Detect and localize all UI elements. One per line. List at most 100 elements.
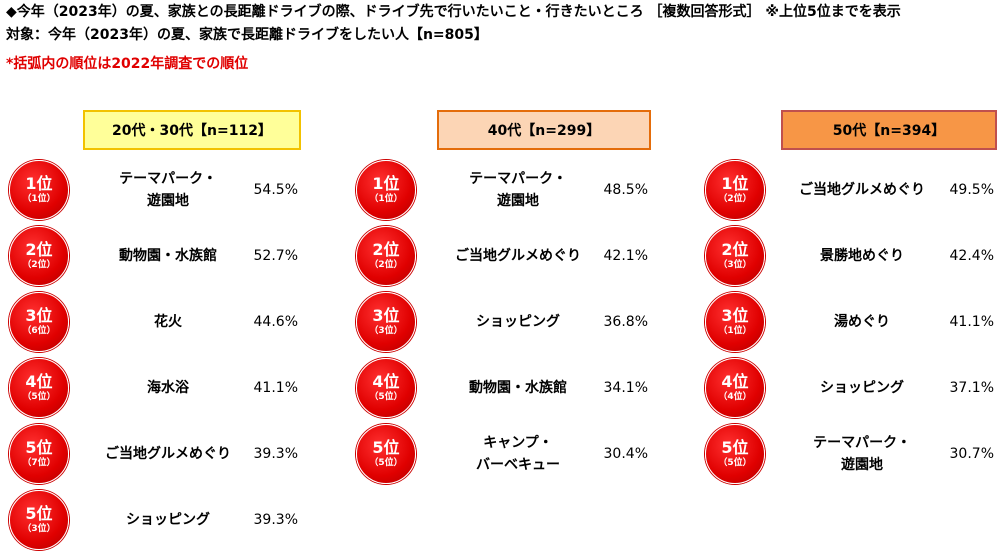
rank: 3位 — [25, 306, 53, 325]
item-name-line: 遊園地 — [147, 193, 189, 209]
item-name-line: 湯めぐり — [834, 314, 890, 330]
rank-badge: 5位 （3位） — [9, 490, 69, 550]
rank-badge: 5位 （5位） — [356, 424, 416, 484]
header-line: ◆今年（2023年）の夏、家族との長距離ドライブの際、ドライブ先で行いたいこと・… — [6, 4, 901, 20]
item-name-line: ご当地グルメめぐり — [105, 446, 231, 462]
item-name-line: ご当地グルメめぐり — [455, 248, 581, 264]
percentage: 48.5% — [603, 182, 648, 198]
item-name: テーマパーク・ 遊園地 — [448, 168, 588, 212]
item-name-line: 海水浴 — [147, 380, 189, 396]
rank-badge: 2位 （2位） — [9, 226, 69, 286]
rank: 1位 — [372, 174, 400, 193]
rank: 3位 — [721, 306, 749, 325]
item-name-line: テーマパーク・ — [469, 171, 567, 187]
rank-badge: 2位 （3位） — [705, 226, 765, 286]
item-name: 海水浴 — [98, 377, 238, 399]
rank: 2位 — [25, 240, 53, 259]
note: *括弧内の順位は2022年調査での順位 — [6, 56, 249, 72]
rank: 5位 — [25, 438, 53, 457]
item-name-line: 動物園・水族館 — [469, 380, 567, 396]
percentage: 39.3% — [253, 446, 298, 462]
rank-badge: 4位 （5位） — [9, 358, 69, 418]
previous-rank: （6位） — [22, 326, 56, 336]
rank: 2位 — [372, 240, 400, 259]
previous-rank: （2位） — [718, 194, 752, 204]
item-name: キャンプ・バーベキュー — [448, 432, 588, 476]
item-name-line: 遊園地 — [497, 193, 539, 209]
item-name: 動物園・水族館 — [448, 377, 588, 399]
item-name-line: 遊園地 — [841, 457, 883, 473]
percentage: 34.1% — [603, 380, 648, 396]
percentage: 41.1% — [949, 314, 994, 330]
rank: 2位 — [721, 240, 749, 259]
previous-rank: （1位） — [718, 326, 752, 336]
percentage: 30.7% — [949, 446, 994, 462]
item-name: ご当地グルメめぐり — [98, 443, 238, 465]
rank: 1位 — [721, 174, 749, 193]
item-name: ショッピング — [792, 377, 932, 399]
item-name: 花火 — [98, 311, 238, 333]
column-title: 50代【n=394】 — [781, 110, 997, 150]
previous-rank: （3位） — [369, 326, 403, 336]
rank-badge: 1位 （1位） — [9, 160, 69, 220]
item-name-line: ショッピング — [820, 380, 904, 396]
item-name-line: キャンプ・ — [483, 435, 553, 451]
percentage: 49.5% — [949, 182, 994, 198]
rank-badge: 5位 （7位） — [9, 424, 69, 484]
item-name-line: ショッピング — [126, 512, 210, 528]
previous-rank: （2位） — [22, 260, 56, 270]
item-name: テーマパーク・ 遊園地 — [792, 432, 932, 476]
previous-rank: （5位） — [718, 458, 752, 468]
rank-badge: 5位 （5位） — [705, 424, 765, 484]
column-title: 20代・30代【n=112】 — [83, 110, 301, 150]
rank-badge: 3位 （6位） — [9, 292, 69, 352]
rank: 4位 — [25, 372, 53, 391]
rank: 5位 — [721, 438, 749, 457]
percentage: 39.3% — [253, 512, 298, 528]
rank: 5位 — [25, 504, 53, 523]
item-name-line: テーマパーク・ — [813, 435, 911, 451]
rank-badge: 4位 （5位） — [356, 358, 416, 418]
percentage: 41.1% — [253, 380, 298, 396]
rank: 4位 — [721, 372, 749, 391]
previous-rank: （5位） — [369, 458, 403, 468]
item-name-line: 景勝地めぐり — [820, 248, 904, 264]
percentage: 42.4% — [949, 248, 994, 264]
percentage: 44.6% — [253, 314, 298, 330]
rank-badge: 4位 （4位） — [705, 358, 765, 418]
rank-badge: 2位 （2位） — [356, 226, 416, 286]
item-name-line: ご当地グルメめぐり — [799, 182, 925, 198]
item-name-line: ショッピング — [476, 314, 560, 330]
previous-rank: （5位） — [369, 392, 403, 402]
item-name: 動物園・水族館 — [98, 245, 238, 267]
rank: 5位 — [372, 438, 400, 457]
item-name-line: バーベキュー — [476, 457, 560, 473]
item-name-line: 動物園・水族館 — [119, 248, 217, 264]
item-name-line: テーマパーク・ — [119, 171, 217, 187]
percentage: 52.7% — [253, 248, 298, 264]
previous-rank: （7位） — [22, 458, 56, 468]
previous-rank: （1位） — [369, 194, 403, 204]
rank: 1位 — [25, 174, 53, 193]
item-name: ショッピング — [448, 311, 588, 333]
previous-rank: （2位） — [369, 260, 403, 270]
previous-rank: （5位） — [22, 392, 56, 402]
item-name: ショッピング — [98, 509, 238, 531]
header-line: 対象：今年（2023年）の夏、家族で長距離ドライブをしたい人【n=805】 — [6, 27, 488, 43]
item-name: 景勝地めぐり — [792, 245, 932, 267]
rank-badge: 1位 （2位） — [705, 160, 765, 220]
previous-rank: （1位） — [22, 194, 56, 204]
rank: 3位 — [372, 306, 400, 325]
rank: 4位 — [372, 372, 400, 391]
rank-badge: 3位 （1位） — [705, 292, 765, 352]
item-name: テーマパーク・ 遊園地 — [98, 168, 238, 212]
column-title: 40代【n=299】 — [437, 110, 651, 150]
previous-rank: （3位） — [718, 260, 752, 270]
previous-rank: （4位） — [718, 392, 752, 402]
rank-badge: 1位 （1位） — [356, 160, 416, 220]
item-name: 湯めぐり — [792, 311, 932, 333]
rank-badge: 3位 （3位） — [356, 292, 416, 352]
item-name: ご当地グルメめぐり — [792, 179, 932, 201]
item-name-line: 花火 — [154, 314, 182, 330]
